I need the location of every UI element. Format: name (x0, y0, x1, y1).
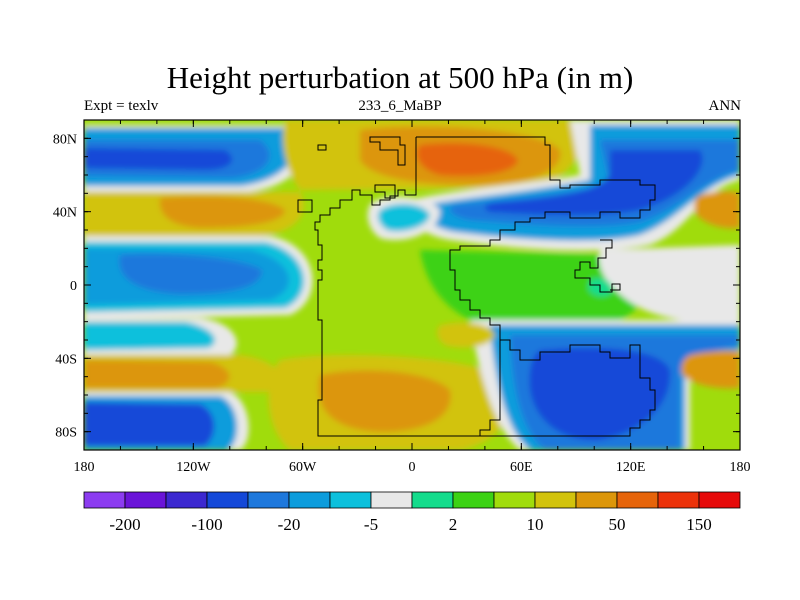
x-tick-label: 60W (289, 460, 317, 475)
field-patch-south-west-cyan (84, 322, 215, 350)
colorbar-swatch (124, 491, 167, 509)
map-field (84, 120, 740, 450)
colorbar-swatch (616, 491, 659, 509)
colorbar-swatch (493, 491, 536, 509)
x-tick-label: 0 (409, 460, 416, 475)
colorbar-label: 50 (609, 515, 626, 534)
colorbar-swatch (698, 491, 741, 509)
continent-outline (314, 136, 656, 437)
x-tick-label: 120E (616, 460, 646, 475)
colorbar-swatch (575, 491, 618, 509)
colorbar-swatch (329, 491, 372, 509)
field-patch-tropic-east-green (420, 250, 642, 320)
field-patch-south-east-deep (529, 347, 671, 441)
colorbar-label: -20 (278, 515, 301, 534)
colorbar-swatch (657, 491, 700, 509)
continent-outline-greenland (297, 184, 396, 213)
x-tick-label: 120W (176, 460, 211, 475)
colorbar: -200 -100 -20 -5 2 10 50 150 (83, 491, 741, 534)
y-tick-label: 0 (70, 279, 77, 294)
field-patch-central-south-green (437, 322, 495, 348)
x-tick-label: 60E (510, 460, 533, 475)
field-patch-tropic-west-core (119, 254, 262, 294)
experiment-label: Expt = texlv (84, 98, 159, 114)
colorbar-swatch (534, 491, 577, 509)
y-tick-label: 40S (55, 352, 77, 367)
x-axis: 180 120W 60W 0 60E 120E 180 (74, 120, 751, 475)
x-tick-label: 180 (730, 460, 751, 475)
colorbar-swatch (452, 491, 495, 509)
y-tick-label: 80N (53, 132, 77, 147)
season-label: ANN (708, 98, 742, 114)
field-patch-tropic-east-white (599, 245, 740, 322)
field-patch-south-blue-west-core (84, 402, 215, 446)
colorbar-swatch (165, 491, 208, 509)
colorbar-label: 150 (686, 515, 712, 534)
colorbar-swatch (288, 491, 331, 509)
colorbar-swatch (247, 491, 290, 509)
colorbar-swatch (206, 491, 249, 509)
colorbar-label: -200 (109, 515, 140, 534)
continent-outline-north (416, 136, 656, 340)
chart-title: Height perturbation at 500 hPa (in m) (166, 60, 634, 95)
y-axis: 80N 40N 0 40S 80S (53, 132, 740, 441)
x-tick-label: 180 (74, 460, 95, 475)
field-patch-40n-orange (159, 196, 285, 228)
y-tick-label: 40N (53, 206, 77, 221)
field-patch-ne-orange (694, 191, 740, 229)
colorbar-label: 10 (527, 515, 544, 534)
colorbar-swatch (411, 491, 454, 509)
colorbar-label: -5 (364, 515, 378, 534)
field-patch-ne-blue-deep (484, 150, 703, 216)
field-patch-south-orange-west (84, 360, 230, 388)
colorbar-label: 2 (449, 515, 458, 534)
field-patch-north-red (416, 143, 518, 177)
period-label: 233_6_MaBP (358, 98, 442, 114)
field-patch-south-central-orange (318, 370, 451, 432)
colorbar-swatch (370, 491, 413, 509)
field-patch-north-blue-west-deep (84, 148, 233, 170)
colorbar-label: -100 (191, 515, 222, 534)
field-patch-asia-blue (378, 203, 430, 232)
continent-outline-asia-east (574, 239, 621, 293)
y-tick-label: 80S (55, 426, 77, 441)
colorbar-swatch (83, 491, 126, 509)
field-patch-south-east-orange (681, 350, 740, 389)
